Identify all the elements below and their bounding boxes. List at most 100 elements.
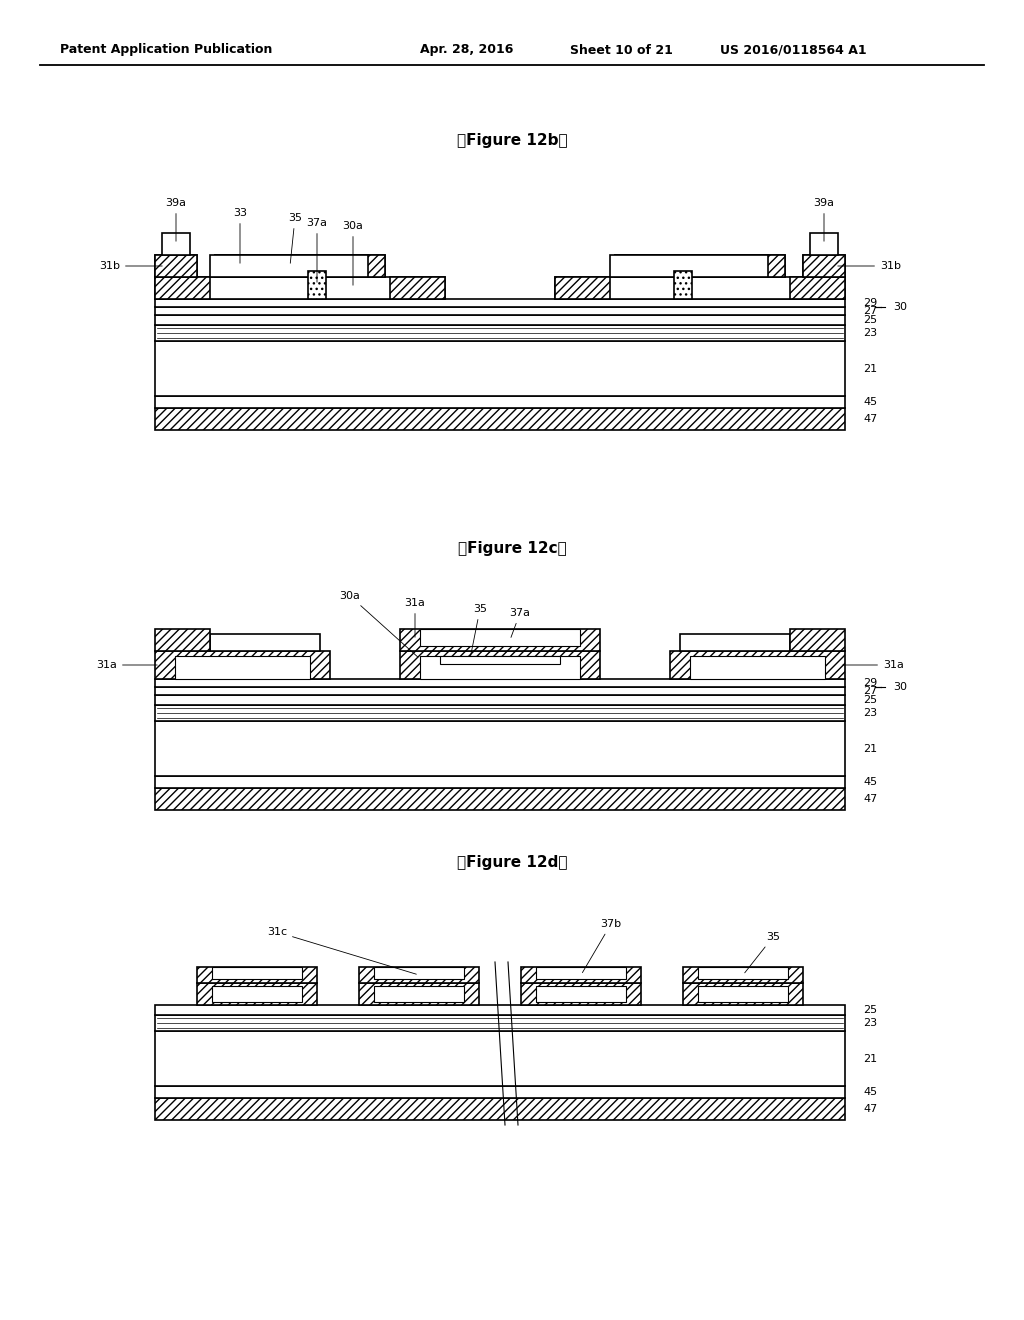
Text: 39a: 39a	[166, 198, 186, 242]
Text: 39a: 39a	[813, 198, 835, 242]
Bar	[215, 255, 385, 277]
Text: 45: 45	[863, 1086, 878, 1097]
Bar	[420, 656, 580, 678]
Bar	[197, 983, 317, 1005]
Text: 35: 35	[288, 213, 302, 263]
Text: 29: 29	[863, 298, 878, 308]
Bar	[155, 396, 845, 408]
Bar	[155, 1086, 845, 1098]
Bar	[790, 277, 845, 300]
Bar	[210, 634, 319, 651]
Bar	[536, 968, 626, 979]
Text: 【Figure 12b】: 【Figure 12b】	[457, 132, 567, 148]
Bar	[790, 630, 845, 651]
Text: 【Figure 12d】: 【Figure 12d】	[457, 855, 567, 870]
Text: 37b: 37b	[583, 919, 622, 973]
Bar	[359, 968, 479, 983]
Text: 45: 45	[863, 777, 878, 787]
Text: 47: 47	[863, 795, 878, 804]
Text: 31a: 31a	[404, 598, 425, 638]
Bar	[308, 271, 326, 300]
Bar	[155, 408, 845, 430]
Bar	[155, 341, 845, 396]
Text: 31b: 31b	[838, 261, 901, 271]
Bar	[521, 968, 641, 983]
Bar	[155, 315, 845, 325]
Bar	[155, 686, 845, 696]
Text: US 2016/0118564 A1: US 2016/0118564 A1	[720, 44, 866, 57]
Bar	[155, 788, 845, 810]
Bar	[155, 325, 845, 341]
Text: 25: 25	[863, 315, 878, 325]
Text: 47: 47	[863, 414, 878, 424]
Text: Sheet 10 of 21: Sheet 10 of 21	[570, 44, 673, 57]
Bar	[680, 634, 790, 651]
Bar	[155, 705, 845, 721]
Bar	[698, 968, 788, 979]
Text: 30a: 30a	[340, 591, 418, 657]
Bar	[155, 651, 330, 678]
Bar	[155, 255, 197, 277]
Text: 37a: 37a	[510, 609, 530, 638]
Text: 30a: 30a	[343, 220, 364, 285]
Text: Patent Application Publication: Patent Application Publication	[60, 44, 272, 57]
Bar	[212, 986, 302, 1002]
Text: 30: 30	[893, 682, 907, 692]
Text: 23: 23	[863, 1018, 878, 1028]
Bar	[420, 630, 580, 645]
Bar	[155, 277, 445, 300]
Bar	[674, 271, 692, 300]
Bar	[610, 255, 768, 277]
Bar	[810, 234, 838, 255]
Text: 25: 25	[863, 696, 878, 705]
Text: 21: 21	[863, 363, 878, 374]
Bar	[803, 255, 845, 277]
Bar	[536, 986, 626, 1002]
Bar	[555, 277, 845, 300]
Bar	[155, 630, 210, 651]
Text: 27: 27	[863, 686, 878, 696]
Text: 29: 29	[863, 678, 878, 688]
Bar	[440, 656, 560, 664]
Bar	[155, 776, 845, 788]
Bar	[155, 1015, 845, 1031]
Bar	[155, 1031, 845, 1086]
Bar	[670, 651, 845, 678]
Bar	[215, 255, 385, 277]
Bar	[155, 300, 845, 308]
Text: 47: 47	[863, 1104, 878, 1114]
Text: 31c: 31c	[267, 927, 417, 974]
Text: 31b: 31b	[99, 261, 162, 271]
Bar	[162, 234, 190, 255]
Text: Apr. 28, 2016: Apr. 28, 2016	[420, 44, 513, 57]
Bar	[555, 277, 610, 300]
Bar	[803, 255, 845, 277]
Text: 27: 27	[863, 306, 878, 315]
Text: 33: 33	[233, 209, 247, 263]
Bar	[197, 968, 317, 983]
Bar	[615, 255, 785, 277]
Bar	[155, 1098, 845, 1119]
Bar	[683, 968, 803, 983]
Bar	[155, 721, 845, 776]
Text: 30: 30	[893, 302, 907, 312]
Bar	[690, 656, 825, 678]
Bar	[359, 983, 479, 1005]
Bar	[615, 255, 785, 277]
Bar	[210, 255, 368, 277]
Text: 31a: 31a	[843, 660, 904, 671]
Text: 21: 21	[863, 743, 878, 754]
Bar	[175, 656, 310, 678]
Text: 45: 45	[863, 397, 878, 407]
Bar	[155, 277, 210, 300]
Bar	[374, 968, 464, 979]
Text: 【Figure 12c】: 【Figure 12c】	[458, 540, 566, 556]
Text: 31a: 31a	[96, 660, 158, 671]
Bar	[400, 630, 600, 651]
Bar	[683, 983, 803, 1005]
Bar	[521, 983, 641, 1005]
Text: 25: 25	[863, 1005, 878, 1015]
Text: 21: 21	[863, 1053, 878, 1064]
Bar	[390, 277, 445, 300]
Bar	[155, 1005, 845, 1015]
